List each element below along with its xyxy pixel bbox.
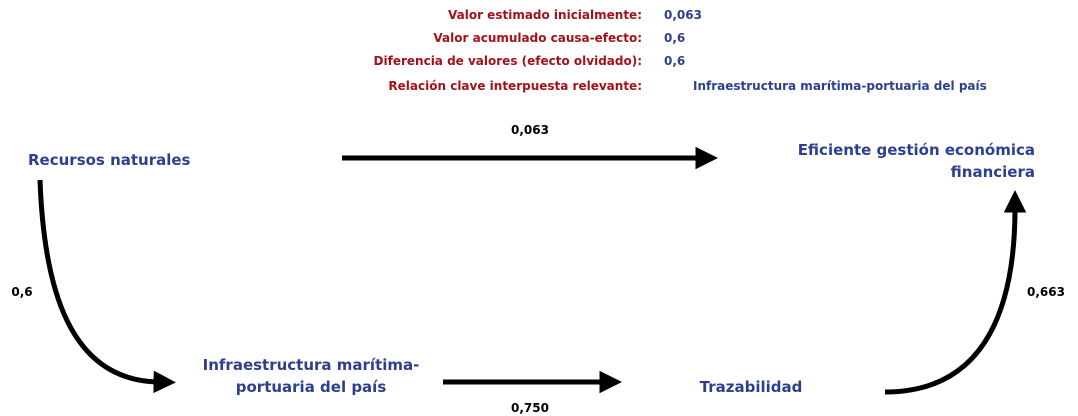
header-label: Relación clave interpuesta relevante: xyxy=(388,79,642,93)
edge-label: 0,063 xyxy=(511,123,549,137)
arrow xyxy=(37,179,176,394)
header-value: 0,063 xyxy=(664,8,702,22)
header-value: Infraestructura marítima-portuaria del p… xyxy=(693,79,987,93)
node-label: financiera xyxy=(951,163,1035,181)
header-label: Diferencia de valores (efecto olvidado): xyxy=(374,54,642,68)
node-label: Eficiente gestión económica xyxy=(798,141,1035,159)
edge-label: 0,750 xyxy=(511,401,549,415)
node-label: Recursos naturales xyxy=(28,151,191,169)
header-label: Valor estimado inicialmente: xyxy=(448,8,642,22)
node-label: Infraestructura marítima- xyxy=(203,356,420,374)
arrow xyxy=(884,190,1027,395)
edge-label: 0,6 xyxy=(11,285,32,299)
node-label: portuaria del país xyxy=(236,378,387,396)
header-label: Valor acumulado causa-efecto: xyxy=(433,31,642,45)
node-label: Trazabilidad xyxy=(700,378,803,396)
edge-label: 0,663 xyxy=(1027,285,1065,299)
header-value: 0,6 xyxy=(664,54,685,68)
header-value: 0,6 xyxy=(664,31,685,45)
